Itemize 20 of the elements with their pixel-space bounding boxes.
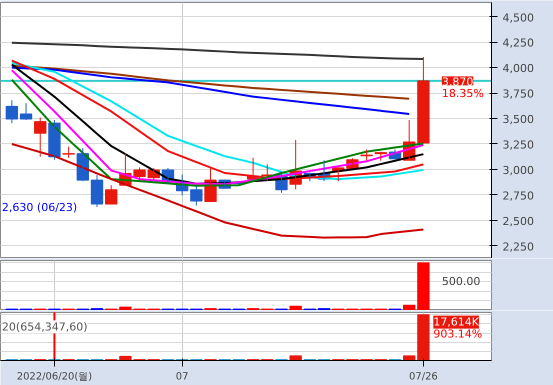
annotation: 2,630 (06/23) xyxy=(2,200,78,214)
y-tick-label: 4,500 xyxy=(502,11,534,24)
y-tick-label: 3,250 xyxy=(502,138,534,152)
x-tick-label: 07 xyxy=(176,372,189,382)
y-tick-label: 3,000 xyxy=(502,164,534,177)
y-tick-label: 4,250 xyxy=(502,36,534,50)
text: 903.14% xyxy=(433,328,482,341)
text: 18.35% xyxy=(442,86,484,100)
y-tick-label: 2,250 xyxy=(502,240,534,254)
y-tick-label: 3,500 xyxy=(502,113,534,126)
y-tick-label: 4,000 xyxy=(502,62,534,76)
y-tick-label: 2,500 xyxy=(502,214,534,228)
x-tick-label: 2022/06/20(월) xyxy=(16,372,92,382)
ref-line-label: 3,870 xyxy=(442,75,474,88)
text: 17,614K xyxy=(433,316,480,329)
x-tick-label: 07/26 xyxy=(408,372,438,382)
annotation: 20(654,347,60) xyxy=(2,320,88,334)
y-tick-label: 2,750 xyxy=(502,189,534,202)
y-tick-label: 3,750 xyxy=(502,88,534,101)
text: 500.00 xyxy=(442,275,480,288)
